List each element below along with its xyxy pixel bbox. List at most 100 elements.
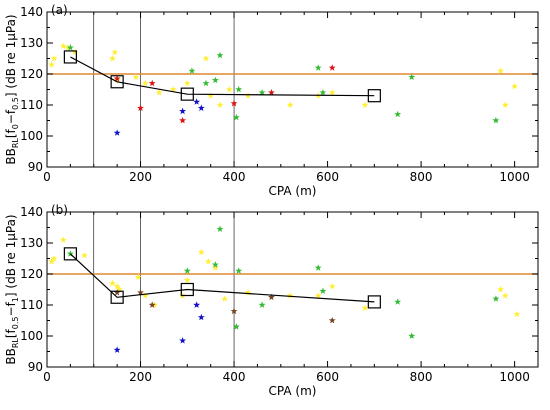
y-label-range: [f (4, 128, 18, 138)
y-label-sub: RL (11, 338, 20, 349)
data-point-yellow (361, 101, 369, 108)
plot-frame (46, 11, 539, 168)
data-point-green (211, 261, 219, 268)
x-tick-label: 400 (223, 370, 246, 384)
data-point-green (216, 225, 224, 232)
y-tick-label: 120 (20, 67, 43, 81)
data-point-blue (193, 98, 201, 105)
data-point-red (148, 79, 156, 87)
data-point-green (66, 44, 74, 51)
data-point-yellow (134, 273, 142, 281)
data-point-green (319, 89, 327, 96)
data-point-green (216, 51, 224, 59)
data-point-brown (328, 316, 336, 324)
data-point-green (258, 89, 266, 96)
panel-label: (a) (51, 3, 68, 17)
data-point-blue (197, 313, 205, 321)
y-label-range-sub1: 0.5 (11, 316, 20, 329)
data-point-yellow (111, 48, 119, 56)
data-point-green (232, 113, 240, 121)
data-point-yellow (501, 101, 509, 108)
y-tick-label: 110 (20, 98, 43, 112)
y-tick-label: 120 (20, 267, 43, 281)
data-point-green (232, 323, 240, 330)
data-point-red (179, 116, 187, 124)
data-point-brown (113, 289, 121, 296)
data-point-yellow (244, 289, 252, 296)
y-label-range-sub2: 0.5 (11, 97, 20, 110)
x-axis-label: CPA (m) (269, 384, 317, 398)
data-point-green (492, 116, 500, 124)
data-point-yellow (361, 304, 369, 312)
data-point-yellow (141, 79, 149, 87)
data-point-green (394, 298, 402, 305)
data-point-yellow (50, 54, 58, 62)
data-point-yellow (197, 248, 205, 256)
data-point-yellow (328, 282, 336, 290)
y-label-range-mid: −f (4, 109, 18, 124)
y-tick-label: 90 (28, 160, 43, 174)
panel-label: (b) (51, 203, 68, 217)
data-point-green (235, 85, 243, 93)
data-point-green (408, 73, 416, 81)
data-point-yellow (513, 310, 521, 318)
data-point-yellow (48, 258, 56, 265)
data-point-brown (148, 301, 156, 308)
data-point-green (183, 267, 191, 274)
x-tick-label: 600 (316, 370, 339, 384)
data-point-yellow (109, 54, 116, 62)
data-point-green (408, 332, 416, 339)
x-tick-label: 200 (129, 370, 152, 384)
data-point-yellow (59, 236, 67, 243)
data-point-green (66, 250, 74, 257)
mean-curve-line (69, 253, 375, 303)
y-label-main: BB (4, 148, 18, 164)
y-axis-label: BBRL[f0.5−f1] (dB re 1μPa) (4, 214, 20, 364)
y-tick-label: 130 (20, 36, 43, 50)
x-tick-label: 400 (223, 170, 246, 184)
data-point-yellow (141, 292, 149, 299)
data-point-blue (113, 346, 121, 353)
data-point-red (137, 104, 144, 112)
data-point-yellow (497, 67, 505, 74)
data-point-yellow (207, 92, 215, 99)
x-tick-label: 800 (410, 170, 433, 184)
data-point-brown (268, 293, 275, 301)
mean-marker (110, 75, 124, 89)
panel-a: 0 200 400 600 800 1000 90 100 110 120 130 140 (a) CPA… (4, 3, 539, 198)
data-point-red (328, 64, 336, 71)
mean-marker (367, 89, 381, 103)
y-tick-label: 100 (20, 129, 43, 143)
mean-marker (180, 87, 194, 101)
data-point-green (211, 76, 219, 84)
y-label-range-sub1: 0 (11, 124, 20, 129)
data-point-yellow (116, 285, 123, 293)
data-point-blue (193, 301, 201, 308)
data-point-yellow (132, 73, 140, 81)
data-point-yellow (286, 101, 294, 108)
data-point-yellow (50, 254, 58, 262)
y-tick-label: 90 (28, 360, 43, 374)
x-tick-label: 600 (316, 170, 339, 184)
data-point-yellow (225, 85, 233, 93)
data-point-blue (179, 107, 187, 115)
x-tick-label: 200 (129, 170, 152, 184)
data-point-green (188, 67, 196, 74)
data-point-green (258, 301, 266, 308)
data-point-red (230, 99, 238, 107)
data-point-yellow (109, 279, 116, 287)
data-point-yellow (314, 292, 322, 299)
data-point-yellow (244, 92, 252, 99)
data-point-yellow (328, 89, 336, 96)
data-point-blue (179, 337, 187, 344)
y-tick-label: 140 (20, 205, 43, 219)
data-point-brown (137, 289, 144, 296)
data-point-yellow (216, 101, 224, 108)
panel-b: 0 200 400 600 800 1000 90 100 110 120 130 140 (b) CPA… (4, 203, 539, 398)
x-tick-label: 0 (43, 170, 51, 184)
data-point-green (394, 110, 402, 118)
x-tick-label: 1000 (499, 370, 530, 384)
y-tick-label: 130 (20, 236, 43, 250)
data-point-yellow (80, 251, 88, 259)
